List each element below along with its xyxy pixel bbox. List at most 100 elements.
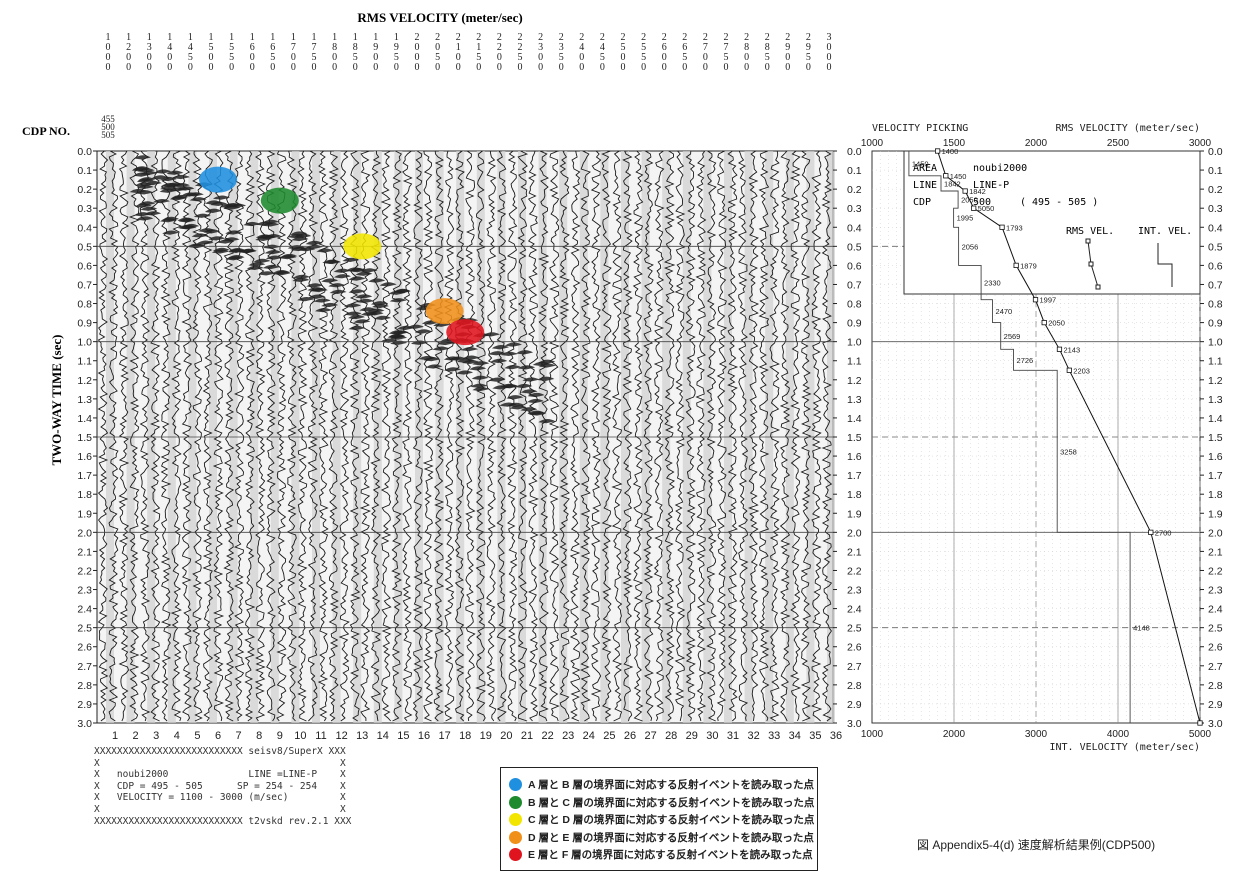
trace-number: 6 — [215, 730, 221, 742]
wiggle-trace — [769, 150, 781, 722]
rms-tick-1850-char: 5 — [353, 52, 358, 63]
reflection-blob — [321, 278, 339, 283]
trace-number: 16 — [418, 730, 430, 742]
inset-int-glyph — [1157, 243, 1173, 287]
trace-number: 17 — [438, 730, 450, 742]
reflection-blob — [492, 385, 510, 390]
reflection-blob — [258, 271, 276, 276]
legend-dot-orange — [509, 830, 522, 844]
trace-number: 32 — [747, 730, 759, 742]
rms-tick-2700-char: 7 — [703, 42, 708, 53]
velocity-time-tick: 2.7 — [1208, 661, 1223, 673]
rms-tick-2900-char: 0 — [785, 62, 790, 73]
rms-tick-2100-char: 2 — [456, 32, 461, 43]
rms-velocity-label: 2050 — [1048, 319, 1065, 328]
cdp-value-505: 505 — [101, 130, 115, 140]
rms-tick-1850-char: 0 — [353, 62, 358, 73]
wiggle-trace — [170, 150, 183, 722]
reflection-blob — [444, 367, 462, 372]
inset-box: AREA noubi2000 LINE LINE-P CDP 500 ( 495 - 505… — [903, 150, 1201, 295]
rms-tick-1200-char: 1 — [126, 32, 131, 43]
trace-number: 26 — [624, 730, 636, 742]
int-axis-label: INT. VELOCITY (meter/sec) — [1049, 742, 1200, 753]
rms-tick-2850-char: 8 — [765, 42, 770, 53]
reflection-blob — [393, 288, 411, 294]
rms-tick-1800-char: 8 — [332, 42, 337, 53]
reflection-blob — [152, 198, 170, 204]
velocity-time-tick: 1.6 — [1208, 451, 1223, 463]
time-tick-left: 1.9 — [77, 508, 92, 520]
wiggle-trace — [464, 150, 476, 722]
processing-info-box: XXXXXXXXXXXXXXXXXXXXXXXXXX seisv8/SuperX… — [94, 746, 384, 827]
wiggle-trace — [580, 150, 592, 722]
rms-tick-1200-char: 0 — [126, 52, 131, 63]
rms-tick-1500-char: 0 — [209, 52, 214, 63]
reflection-blob — [133, 155, 151, 160]
inset-int-vel-label: INT. VEL. — [1138, 226, 1192, 237]
rms-tick-1400-char: 4 — [167, 42, 172, 53]
rms-tick-2700-char: 0 — [703, 52, 708, 63]
trace-number: 13 — [356, 730, 368, 742]
trace-number: 25 — [603, 730, 615, 742]
inset-cdp-value: 500 — [973, 197, 991, 208]
legend-item-cd: C 層と D 層の境界面に対応する反射イベントを読み取った点 — [509, 811, 817, 829]
reflection-blob — [526, 398, 544, 404]
wiggle-trace — [727, 150, 739, 722]
rms-tick-1650-char: 6 — [270, 42, 275, 53]
rms-tick-2000-char: 0 — [415, 42, 420, 53]
reflection-blob — [133, 212, 151, 217]
wiggle-trace — [212, 150, 225, 722]
rms-tick-1200-char: 2 — [126, 42, 131, 53]
rms-tick-1000-char: 0 — [106, 42, 111, 53]
wiggle-trace — [244, 150, 256, 722]
inset-rms-vel-label: RMS VEL. — [1066, 226, 1114, 237]
reflection-blob — [262, 264, 280, 270]
velocity-time-tick: 0.4 — [1208, 222, 1223, 234]
reflection-blob — [333, 268, 351, 273]
rms-tick-2600-char: 6 — [662, 42, 667, 53]
time-tick-right: 0.0 — [847, 146, 862, 158]
rms-axis-tick: 2000 — [1025, 138, 1048, 149]
wiggle-trace — [517, 150, 529, 722]
time-tick-left: 1.2 — [77, 375, 92, 387]
rms-tick-1600-char: 0 — [250, 52, 255, 63]
reflection-blob — [432, 346, 450, 351]
interval-velocity-label: 3258 — [1060, 447, 1077, 456]
reflection-blob — [356, 298, 374, 304]
reflection-blob — [469, 366, 487, 371]
wiggle-trace — [496, 150, 507, 722]
rms-tick-2950-char: 9 — [806, 42, 811, 53]
rms-axis-tick: 3000 — [1189, 138, 1212, 149]
rms-tick-3000-char: 3 — [827, 32, 832, 43]
velocity-time-tick: 2.8 — [1208, 680, 1223, 692]
time-tick-left: 1.6 — [77, 451, 92, 463]
trace-number: 8 — [256, 730, 262, 742]
rms-tick-2550-char: 0 — [641, 62, 646, 73]
time-tick-left: 0.3 — [77, 203, 92, 215]
reflection-blob — [333, 274, 351, 279]
rms-tick-1750-char: 0 — [312, 62, 317, 73]
reflection-blob — [248, 262, 266, 267]
wiggle-trace — [296, 150, 308, 722]
reflection-blob — [196, 240, 214, 245]
wiggle-trace — [160, 150, 172, 722]
velocity-time-tick: 2.2 — [1208, 565, 1223, 577]
rms-tick-2600-char: 2 — [662, 32, 667, 43]
rms-tick-1850-char: 8 — [353, 42, 358, 53]
reflection-blob — [308, 294, 326, 299]
rms-velocity-label: 1450 — [950, 172, 967, 181]
wiggle-trace — [538, 150, 550, 722]
rms-tick-2500-char: 5 — [621, 42, 626, 53]
trace-number: 23 — [562, 730, 574, 742]
rms-axis-tick: 2500 — [1107, 138, 1130, 149]
reflection-blob — [360, 311, 378, 316]
reflection-blob — [162, 216, 180, 221]
reflection-blob — [169, 187, 187, 192]
inset-line-label: LINE — [913, 180, 937, 191]
time-tick-left: 1.1 — [77, 356, 92, 368]
time-tick-left: 2.2 — [77, 565, 92, 577]
wiggle-trace — [653, 150, 665, 722]
reflection-blob — [470, 383, 488, 388]
rms-tick-1000-char: 0 — [106, 62, 111, 73]
